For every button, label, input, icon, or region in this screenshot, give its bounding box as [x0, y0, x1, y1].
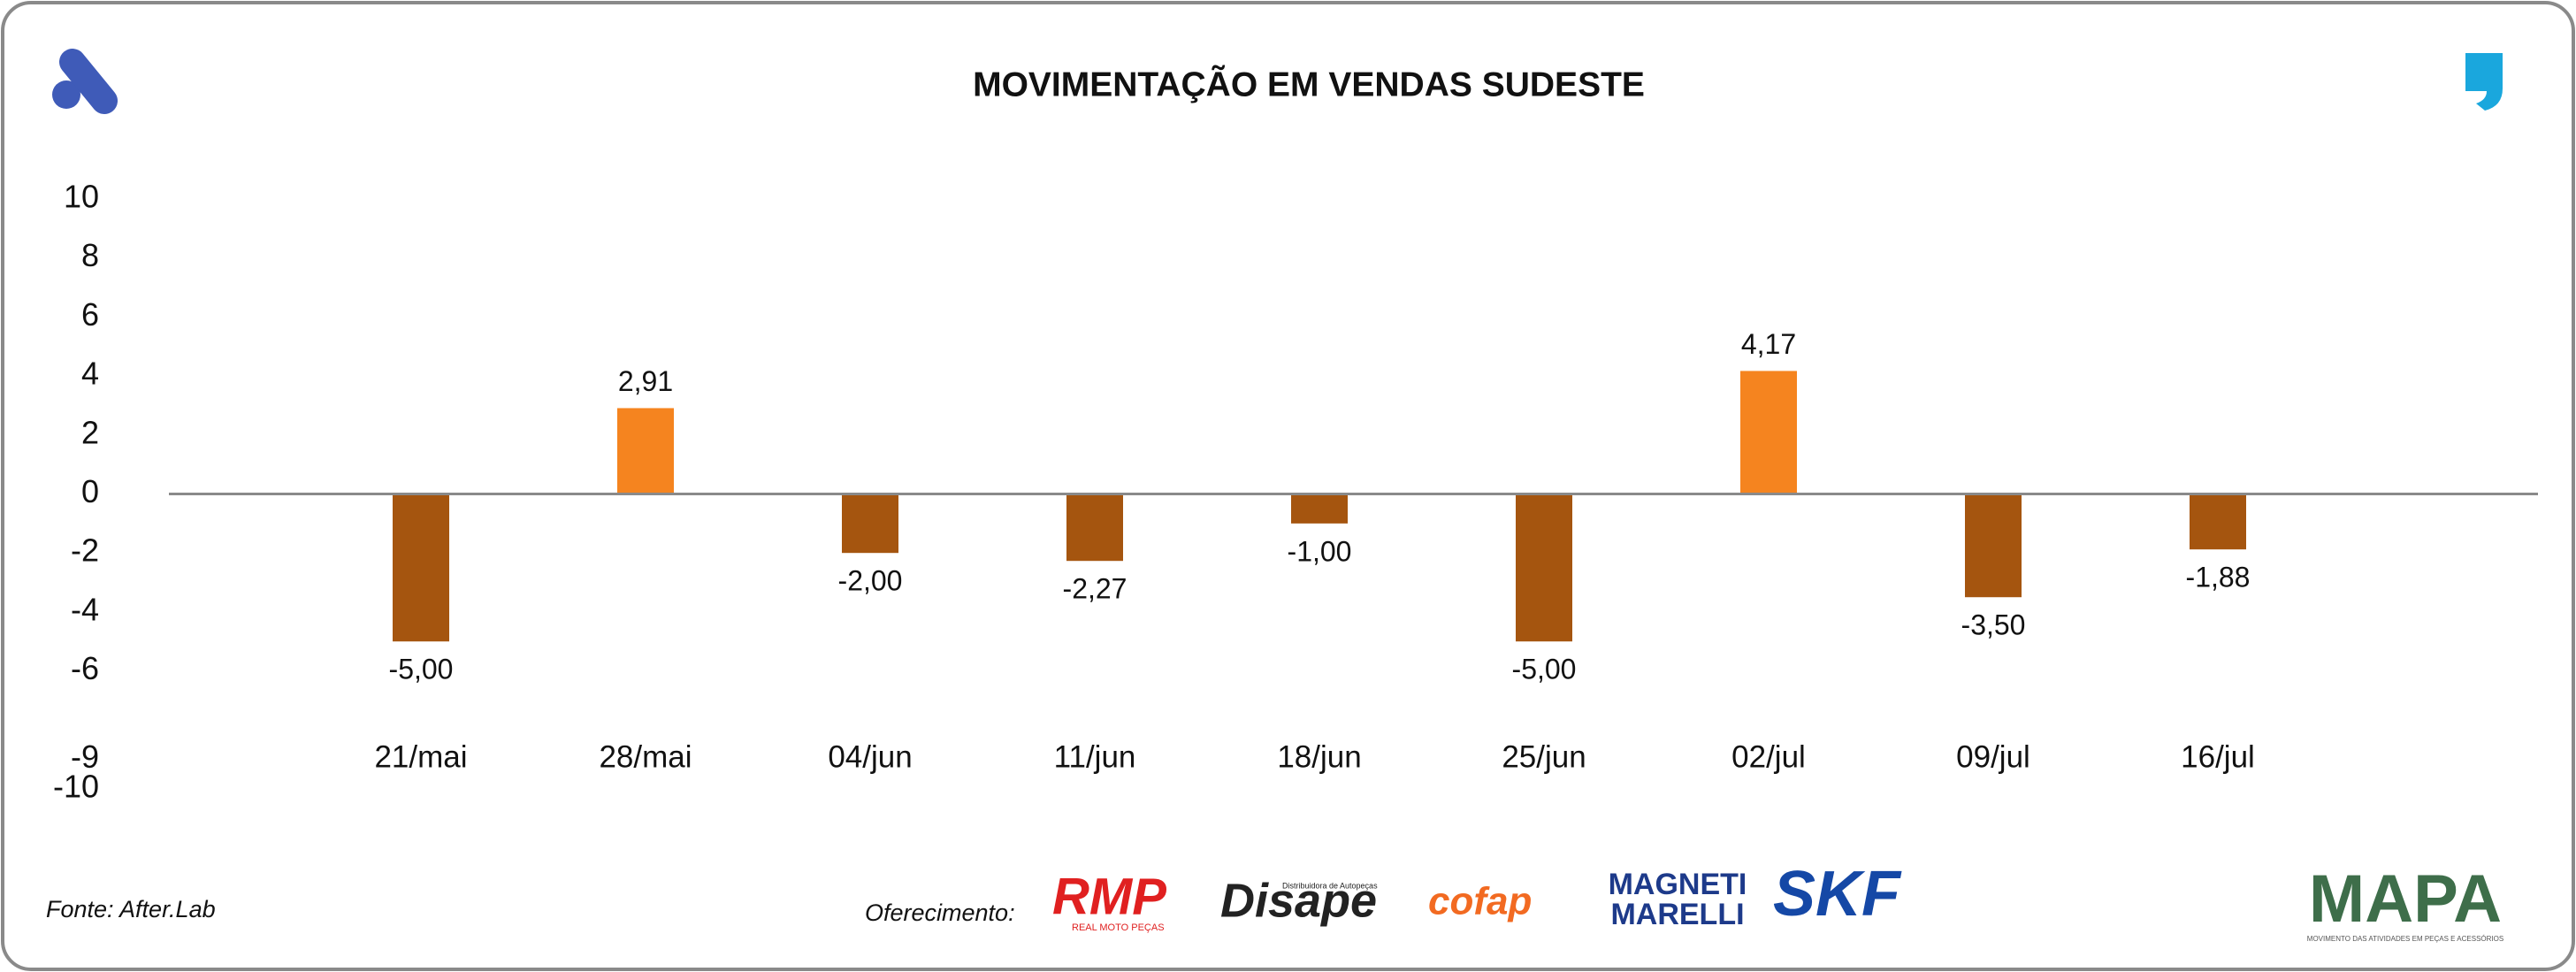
y-tick-label: -10 — [53, 769, 99, 805]
value-label: -2,27 — [1063, 573, 1127, 605]
bar — [617, 408, 674, 494]
bar — [2190, 494, 2246, 550]
x-tick-label: 18/jun — [1277, 739, 1361, 774]
x-tick-label: 25/jun — [1502, 739, 1586, 774]
x-tick-label: 04/jun — [828, 739, 912, 774]
y-tick-label: 2 — [81, 414, 99, 450]
sponsor-logo: Disape — [1220, 874, 1377, 927]
value-label: -3,50 — [1961, 609, 2026, 641]
brand-logo: MAPA — [2309, 861, 2502, 937]
y-tick-label: 4 — [81, 356, 99, 392]
sponsor-logo: SKF — [1773, 859, 1902, 930]
logo-a — [52, 49, 118, 114]
x-tick-label: 16/jul — [2181, 739, 2255, 774]
sponsor-label: Oferecimento: — [865, 899, 1015, 926]
value-label: -5,00 — [1512, 654, 1577, 685]
bar — [393, 494, 449, 642]
y-tick-label: -6 — [71, 650, 99, 686]
value-label: 2,91 — [618, 365, 673, 397]
bar — [842, 494, 898, 554]
chart-title: MOVIMENTAÇÃO EM VENDAS SUDESTE — [973, 65, 1645, 103]
sponsor-logo: RMP — [1052, 868, 1166, 925]
x-tick-label: 28/mai — [599, 739, 692, 774]
logo-quote — [2465, 53, 2503, 111]
x-tick-label: 21/mai — [374, 739, 467, 774]
value-label: -1,88 — [2186, 562, 2251, 593]
y-tick-label: 10 — [64, 179, 99, 215]
sponsor-logo: Distribuidora de Autopeças — [1282, 881, 1378, 890]
bar — [1291, 494, 1348, 524]
x-tick-label: 11/jun — [1054, 739, 1136, 774]
y-tick-label: -2 — [71, 532, 99, 569]
value-label: 4,17 — [1741, 328, 1796, 360]
brand-tagline: MOVIMENTO DAS ATIVIDADES EM PEÇAS E ACES… — [2307, 935, 2503, 943]
x-tick-label: 02/jul — [1731, 739, 1806, 774]
y-tick-label: 6 — [81, 296, 99, 333]
sponsor-logo: MARELLI — [1610, 898, 1744, 931]
value-label: -5,00 — [389, 654, 454, 685]
bar — [1066, 494, 1123, 562]
y-tick-label: -4 — [71, 591, 99, 627]
bar — [1965, 494, 2022, 598]
source: Fonte: After.Lab — [46, 896, 216, 922]
value-label: -2,00 — [838, 565, 903, 597]
sponsor-logo: cofap — [1428, 880, 1532, 923]
bar — [1516, 494, 1572, 642]
value-label: -1,00 — [1288, 535, 1352, 567]
y-tick-label: 0 — [81, 473, 99, 509]
y-tick-label: 8 — [81, 237, 99, 273]
sponsor-logo: MAGNETI — [1609, 868, 1747, 901]
y-tick-label: -9 — [71, 739, 99, 775]
x-tick-label: 09/jul — [1956, 739, 2030, 774]
sponsor-logo: REAL MOTO PEÇAS — [1072, 922, 1165, 933]
bar — [1740, 371, 1797, 494]
